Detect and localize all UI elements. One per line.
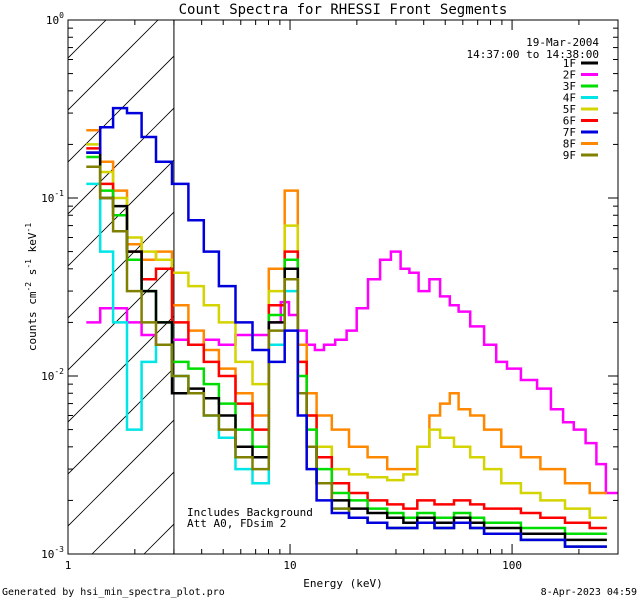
y-tick-label: 10-1: [41, 189, 64, 205]
y-label-part-s: s: [26, 269, 39, 282]
y-tick-label: 10-2: [41, 367, 64, 383]
chart-title: Count Spectra for RHESSI Front Segments: [179, 2, 508, 18]
y-tick-base: 10: [41, 370, 54, 383]
hatch-line: [68, 20, 107, 59]
legend-label-6F: 6F: [563, 115, 576, 128]
hatch-line: [68, 20, 159, 111]
hatch-line: [352, 0, 640, 554]
x-tick-label: 10: [283, 559, 296, 572]
y-tick-exponent: 0: [59, 11, 64, 20]
date-label: 19-Mar-2004: [526, 36, 599, 49]
time-range-label: 14:37:00 to 14:38:00: [467, 48, 599, 61]
hatch-line: [68, 211, 174, 319]
y-tick-label: 100: [46, 11, 64, 27]
y-tick-label: 10-3: [41, 545, 64, 561]
series-line-7F: [86, 106, 607, 548]
legend-label-2F: 2F: [563, 69, 576, 82]
y-tick-base: 10: [41, 548, 54, 561]
legend-label-4F: 4F: [563, 92, 576, 105]
hatch-lines: [0, 0, 640, 554]
annotation-background: Includes Background: [187, 506, 313, 519]
hatch-line: [612, 0, 640, 554]
legend-label-1F: 1F: [563, 57, 576, 70]
series-line-9F: [86, 165, 607, 548]
x-axis-label: Energy (keV): [303, 577, 382, 590]
x-tick-label: 1: [65, 559, 72, 572]
hatch-line: [68, 263, 174, 371]
y-tick-exponent: -1: [54, 189, 64, 198]
y-tick-base: 10: [46, 14, 59, 27]
hatch-line: [456, 0, 640, 554]
y-label-part-kev: keV: [26, 232, 39, 259]
y-label-exp-1: -2: [24, 282, 33, 292]
series-line-6F: [86, 147, 607, 530]
series-line-5F: [86, 143, 607, 519]
footer-generated-by: Generated by hsi_min_spectra_plot.pro: [2, 587, 225, 598]
y-tick-base: 10: [41, 192, 54, 205]
plot-frame: [67, 19, 619, 555]
legend-label-8F: 8F: [563, 138, 576, 151]
y-axis-label: counts cm-2 s-1 keV-1: [24, 223, 39, 351]
hatch-line: [68, 159, 174, 267]
footer-timestamp: 8-Apr-2023 04:59: [541, 587, 637, 598]
hatch-line: [0, 0, 120, 554]
y-tick-exponent: -2: [54, 367, 64, 376]
hatch-line: [68, 107, 174, 215]
legend-label-5F: 5F: [563, 103, 576, 116]
y-label-part-counts: counts cm: [26, 291, 39, 351]
hatch-line: [68, 55, 174, 163]
annotation-attenuator: Att A0, FDsim 2: [187, 517, 286, 530]
hatch-line: [68, 419, 174, 527]
legend-label-3F: 3F: [563, 80, 576, 93]
hatch-line: [68, 367, 174, 475]
legend-label-7F: 7F: [563, 126, 576, 139]
legend-label-9F: 9F: [563, 149, 576, 162]
y-tick-exponent: -3: [54, 545, 64, 554]
y-label-exp-3: -1: [24, 223, 33, 233]
y-label-exp-2: -1: [24, 259, 33, 269]
hatch-line: [248, 0, 640, 554]
hatch-line: [300, 0, 640, 554]
x-tick-label: 100: [502, 559, 522, 572]
hatch-line: [404, 0, 640, 554]
series-line-8F: [86, 129, 607, 495]
